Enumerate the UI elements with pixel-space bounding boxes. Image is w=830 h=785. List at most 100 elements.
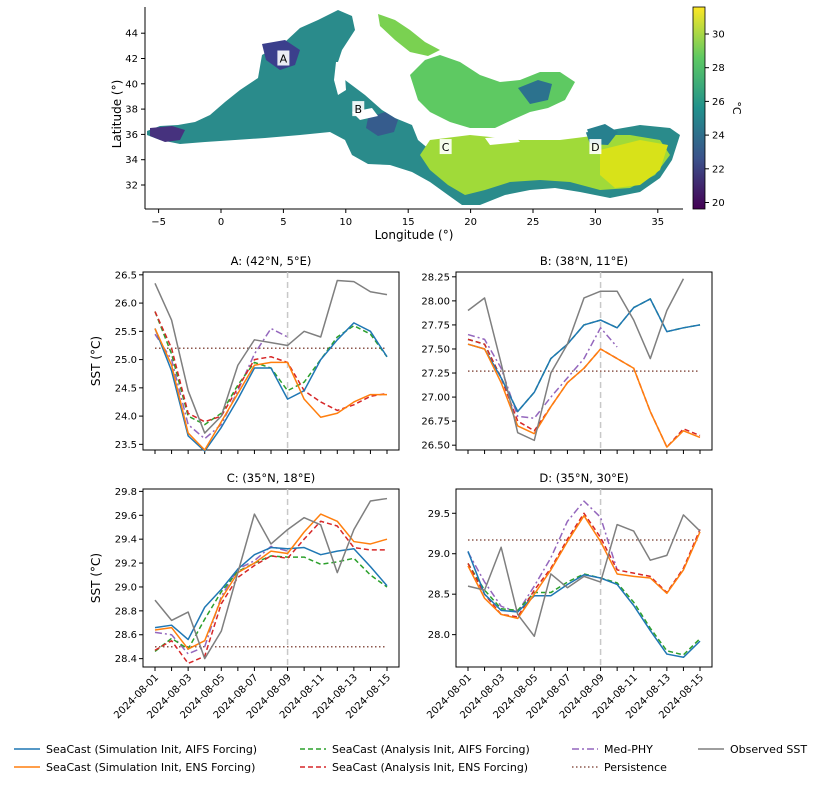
map-xlabel: Longitude (°) <box>375 228 454 242</box>
legend: SeaCast (Simulation Init, AIFS Forcing) S… <box>14 743 807 774</box>
map-y-ticks: 32 34 36 38 40 42 44 <box>125 29 145 192</box>
map-x-tick-label: 15 <box>402 217 415 228</box>
colorbar-ticks: 20 22 24 26 28 30 <box>705 30 725 209</box>
map-markers: A B C D <box>277 50 602 155</box>
legend-label: SeaCast (Simulation Init, ENS Forcing) <box>46 761 255 774</box>
y-tick-label: 29.5 <box>428 509 450 520</box>
colorbar <box>692 6 706 210</box>
legend-label: Persistence <box>604 761 667 774</box>
panel-title: C: (35°N, 18°E) <box>227 471 315 485</box>
y-axis-label: SST (°C) <box>89 336 103 386</box>
y-tick-label: 25.5 <box>115 327 137 338</box>
map-x-tick-label: 0 <box>218 217 224 228</box>
map-x-ticks: −5 0 5 10 15 20 25 30 35 <box>151 209 664 228</box>
line-chart-panel: D: (35°N, 30°E)28.028.529.029.52024-08-0… <box>425 471 713 721</box>
series-line <box>154 520 387 665</box>
y-tick-label: 26.50 <box>421 441 450 452</box>
y-tick-label: 24.5 <box>115 383 137 394</box>
map-y-tick-label: 40 <box>125 79 138 90</box>
y-tick-label: 28.25 <box>421 272 450 283</box>
y-tick-label: 29.8 <box>115 487 137 498</box>
map-y-tick-label: 42 <box>125 54 138 65</box>
legend-label: SeaCast (Analysis Init, ENS Forcing) <box>332 761 528 774</box>
y-tick-label: 23.5 <box>115 440 137 451</box>
series-line <box>467 514 701 637</box>
colorbar-label: °C <box>730 101 743 115</box>
panel-title: A: (42°N, 5°E) <box>231 254 312 268</box>
series-line <box>467 512 701 618</box>
series-line <box>467 500 618 613</box>
map-y-tick-label: 34 <box>125 155 138 166</box>
map-marker-box <box>439 139 452 155</box>
y-tick-label: 29.4 <box>115 535 137 546</box>
y-tick-label: 28.00 <box>421 296 450 307</box>
y-tick-label: 29.2 <box>115 559 137 570</box>
map-x-tick-label: 30 <box>589 217 602 228</box>
line-chart-panels: A: (42°N, 5°E) 23.5 24.0 24.5 25.0 25.5 26.0 26… <box>89 254 713 721</box>
series-line <box>467 338 701 448</box>
series-line <box>154 311 388 423</box>
series-line <box>154 555 388 653</box>
map-marker-label: A <box>280 53 288 66</box>
series-line <box>467 278 685 442</box>
line-chart-panel: A: (42°N, 5°E) 23.5 24.0 24.5 25.0 25.5 26.0 26… <box>89 254 400 454</box>
colorbar-tick-label: 20 <box>712 198 725 209</box>
legend-label: SeaCast (Analysis Init, AIFS Forcing) <box>332 743 530 756</box>
y-tick-label: 28.6 <box>115 630 137 641</box>
colorbar-tick-label: 28 <box>712 63 725 74</box>
y-tick-label: 26.75 <box>421 417 450 428</box>
series-line <box>154 279 388 434</box>
colorbar-tick-label: 26 <box>712 97 725 108</box>
y-tick-label: 24.0 <box>115 412 137 423</box>
map-marker-box <box>352 101 365 117</box>
y-tick-label: 26.0 <box>115 299 137 310</box>
map-marker-box <box>589 139 602 155</box>
map-x-tick-label: −5 <box>151 217 166 228</box>
map-y-tick-label: 38 <box>125 105 138 116</box>
y-tick-label: 27.50 <box>421 344 450 355</box>
series-line <box>154 328 387 451</box>
legend-label: SeaCast (Simulation Init, AIFS Forcing) <box>46 743 257 756</box>
map-x-tick-label: 5 <box>280 217 286 228</box>
line-chart-panel: B: (38°N, 11°E) 26.50 26.75 27.00 27.25 27.50… <box>421 254 713 454</box>
map-ylabel: Latitude (°) <box>110 80 124 149</box>
line-chart-panel: C: (35°N, 18°E) 28.4 28.6 28.8 29.0 29.2 29.4 2… <box>89 471 400 721</box>
legend-label: Med-PHY <box>604 743 653 756</box>
colorbar-tick-label: 22 <box>712 164 725 175</box>
map-marker-label: B <box>355 103 363 116</box>
map-x-tick-label: 35 <box>651 217 664 228</box>
series-line <box>154 327 288 440</box>
map-marker-box <box>277 50 290 66</box>
y-tick-label: 28.5 <box>428 590 450 601</box>
series-line <box>154 513 388 650</box>
series-line <box>467 514 701 620</box>
y-tick-label: 27.25 <box>421 369 450 380</box>
map-marker-label: C <box>442 141 450 154</box>
series-line <box>154 322 388 452</box>
series-line <box>154 546 388 641</box>
map-x-tick-label: 20 <box>464 217 477 228</box>
map-x-tick-label: 10 <box>339 217 352 228</box>
y-tick-label: 29.6 <box>115 511 137 522</box>
series-line <box>154 497 388 660</box>
y-tick-label: 28.0 <box>428 630 450 641</box>
map-y-tick-label: 36 <box>125 130 138 141</box>
sst-map: −5 0 5 10 15 20 25 30 35 32 34 36 38 40 42 44 A B C D Lon… <box>110 6 743 242</box>
y-axis-label: SST (°C) <box>89 553 103 603</box>
y-tick-label: 27.75 <box>421 320 450 331</box>
colorbar-tick-label: 24 <box>712 131 725 142</box>
map-y-tick-label: 32 <box>125 181 138 192</box>
series-line <box>467 343 701 448</box>
y-tick-label: 29.0 <box>115 582 137 593</box>
y-tick-label: 28.4 <box>115 654 137 665</box>
colorbar-tick-label: 30 <box>712 30 725 41</box>
legend-label: Observed SST <box>730 743 807 756</box>
map-marker-label: D <box>591 141 599 154</box>
series-line <box>467 551 701 659</box>
y-tick-label: 27.00 <box>421 393 450 404</box>
panel-title: D: (35°N, 30°E) <box>539 471 628 485</box>
y-tick-label: 29.0 <box>428 549 450 560</box>
map-x-tick-label: 25 <box>527 217 540 228</box>
y-tick-label: 25.0 <box>115 355 137 366</box>
